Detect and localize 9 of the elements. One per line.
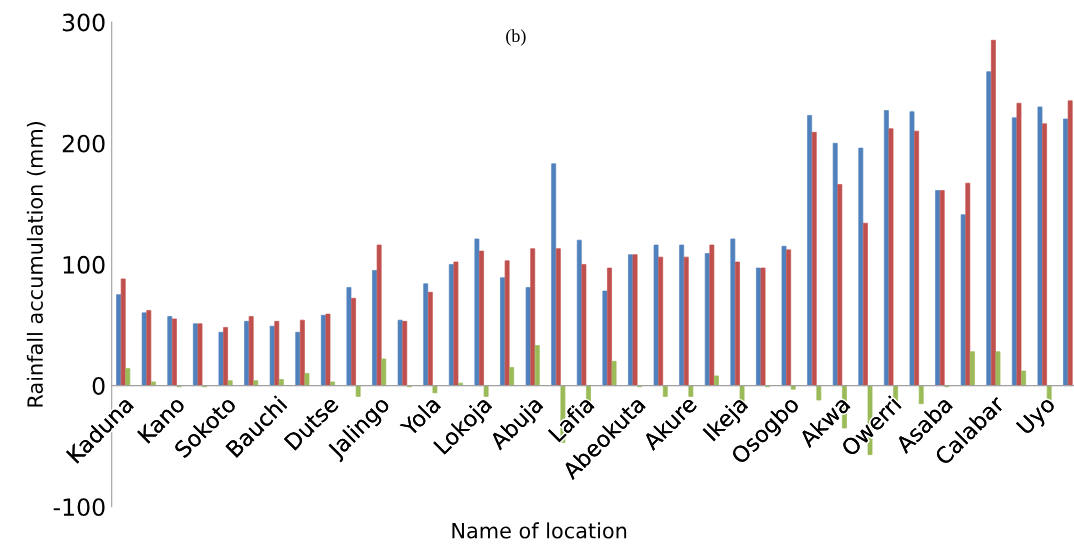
chart-title: (b) <box>506 29 526 46</box>
y-tick-label: -100 <box>53 498 105 517</box>
y-tick-label: 100 <box>63 255 105 274</box>
x-tick-label: Uyo <box>1016 395 1059 439</box>
y-tick-label: 200 <box>62 134 105 153</box>
y-axis-title: Rainfall accumulation (mm) <box>26 122 46 407</box>
x-axis-title: Name of location <box>452 522 627 539</box>
y-tick-label: 0 <box>92 377 105 395</box>
y-tick-label: 300 <box>62 13 105 32</box>
